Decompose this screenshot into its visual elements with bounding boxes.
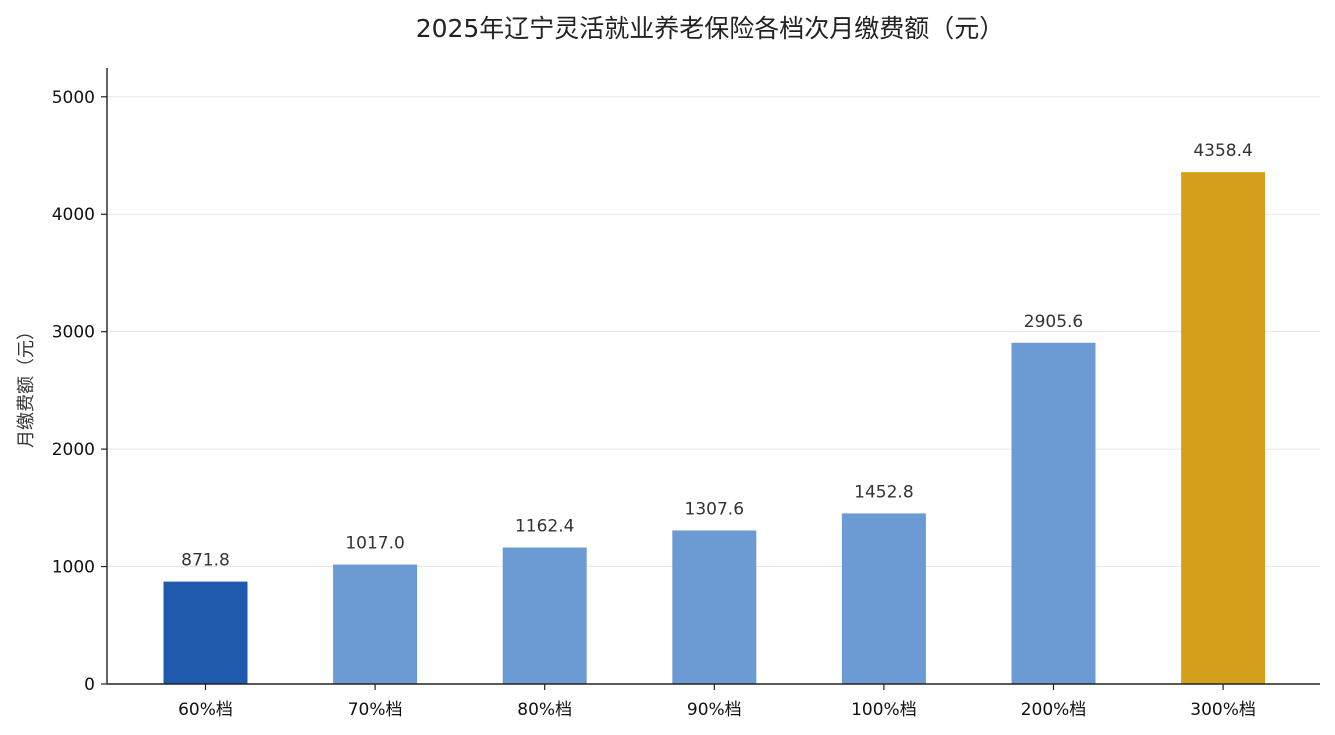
data-label: 1452.8: [854, 482, 913, 502]
bar: [502, 547, 587, 684]
x-tick-label: 60%档: [178, 700, 233, 720]
data-label: 871.8: [181, 551, 230, 571]
bar: [672, 530, 757, 684]
y-tick-label: 2000: [52, 440, 95, 460]
y-tick-label: 0: [84, 675, 95, 695]
chart-title: 2025年辽宁灵活就业养老保险各档次月缴费额（元）: [416, 14, 1005, 43]
bar: [841, 513, 926, 684]
x-tick-label: 300%档: [1190, 700, 1256, 720]
bar: [1181, 172, 1266, 684]
data-label: 1017.0: [345, 534, 404, 554]
data-label: 4358.4: [1193, 141, 1252, 161]
data-label: 2905.6: [1024, 312, 1083, 332]
grid-lines: [107, 96, 1320, 568]
y-ticks: 0 1000 2000 3000 4000 5000: [52, 88, 107, 695]
data-label: 1162.4: [515, 516, 574, 536]
bars: [163, 172, 1266, 684]
x-ticks: 60%档 70%档 80%档 90%档 100%档 200%档 300%档: [178, 684, 1256, 720]
y-tick-label: 3000: [52, 323, 95, 343]
y-tick-label: 5000: [52, 88, 95, 108]
data-labels: 871.8 1017.0 1162.4 1307.6 1452.8 2905.6 4358.…: [181, 141, 1253, 570]
data-label: 1307.6: [685, 499, 744, 519]
x-tick-label: 70%档: [348, 700, 403, 720]
x-tick-label: 90%档: [687, 700, 742, 720]
y-axis-label: 月缴费额（元）: [16, 322, 37, 448]
x-tick-label: 100%档: [851, 700, 917, 720]
bar: [163, 581, 248, 684]
x-tick-label: 80%档: [517, 700, 572, 720]
bar: [1011, 342, 1096, 684]
bar: [333, 564, 418, 684]
x-tick-label: 200%档: [1021, 700, 1087, 720]
y-tick-label: 1000: [52, 558, 95, 578]
y-tick-label: 4000: [52, 205, 95, 225]
